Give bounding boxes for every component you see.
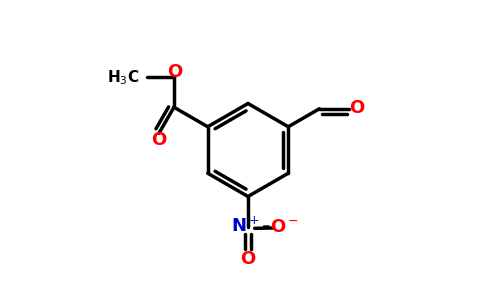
Text: N$^+$: N$^+$: [231, 217, 260, 236]
Text: O: O: [167, 64, 182, 81]
Text: O: O: [151, 131, 166, 149]
Text: O: O: [349, 98, 365, 116]
Text: O$^-$: O$^-$: [270, 218, 299, 236]
Text: H$_3$C: H$_3$C: [107, 68, 139, 87]
Text: O: O: [241, 250, 256, 268]
Text: -: -: [262, 218, 270, 237]
